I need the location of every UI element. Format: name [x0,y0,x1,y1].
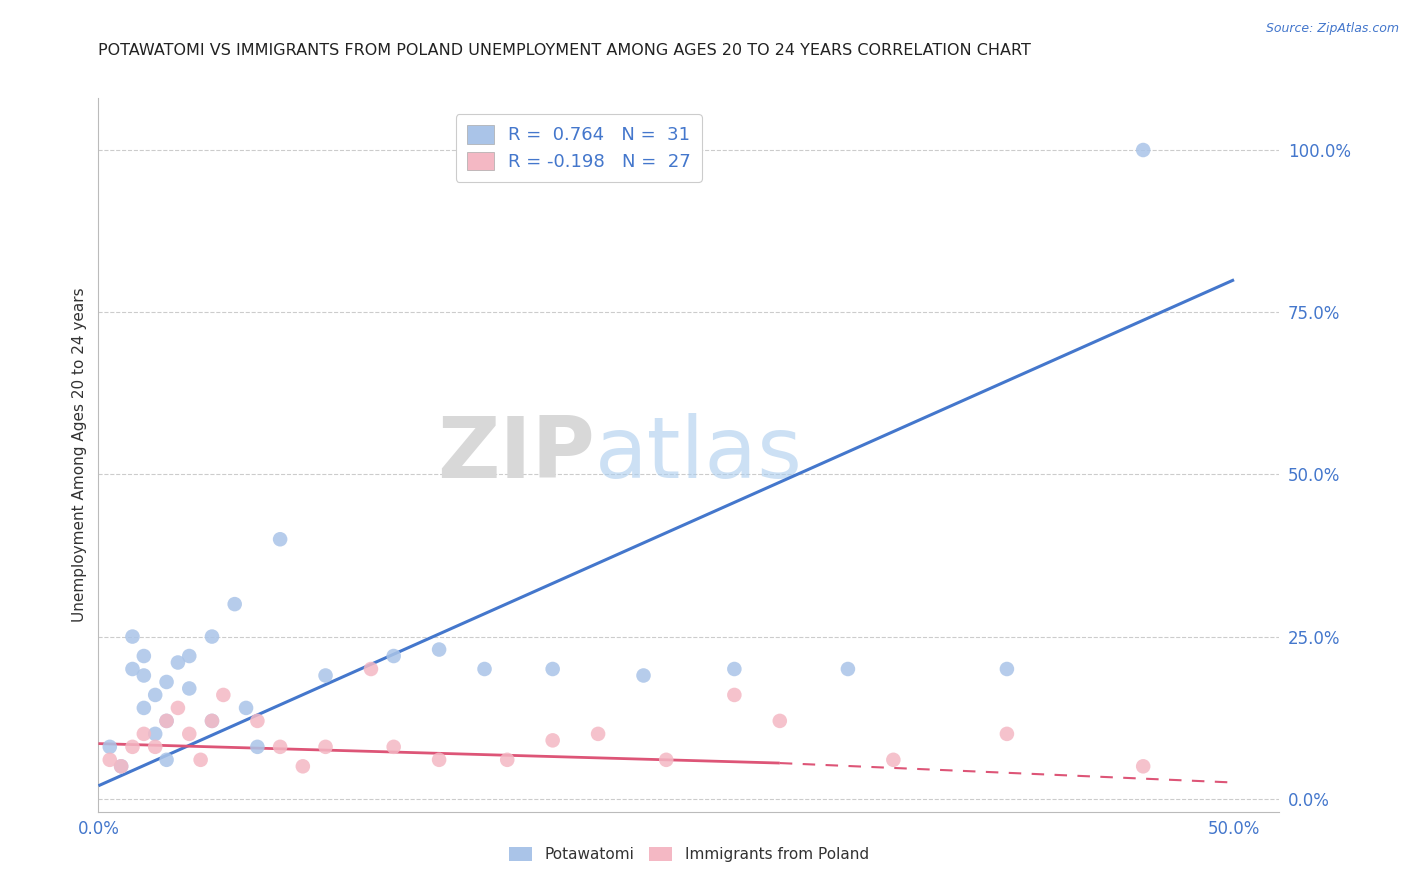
Point [496,753,519,767]
Point [155,675,177,690]
Point [837,662,859,676]
Point [132,668,155,682]
Point [201,630,224,644]
Point [132,701,155,715]
Point [201,714,224,728]
Point [155,714,177,728]
Point [723,688,745,702]
Legend: Potawatomi, Immigrants from Poland: Potawatomi, Immigrants from Poland [503,841,875,868]
Point [1132,759,1154,773]
Point [586,727,609,741]
Point [98,739,121,754]
Point [179,727,201,741]
Point [541,662,564,676]
Point [121,662,143,676]
Text: atlas: atlas [595,413,803,497]
Point [143,727,166,741]
Point [167,701,190,715]
Point [269,739,291,754]
Point [315,668,337,682]
Point [224,597,246,611]
Point [474,662,496,676]
Point [995,662,1018,676]
Point [212,688,235,702]
Point [382,648,405,663]
Point [110,759,132,773]
Point [269,533,291,547]
Point [179,681,201,696]
Point [132,727,155,741]
Point [143,688,166,702]
Point [882,753,904,767]
Point [246,739,269,754]
Point [167,656,190,670]
Text: POTAWATOMI VS IMMIGRANTS FROM POLAND UNEMPLOYMENT AMONG AGES 20 TO 24 YEARS CORR: POTAWATOMI VS IMMIGRANTS FROM POLAND UNE… [98,43,1031,58]
Y-axis label: Unemployment Among Ages 20 to 24 years: Unemployment Among Ages 20 to 24 years [72,287,87,623]
Point [769,714,792,728]
Point [121,630,143,644]
Point [246,714,269,728]
Text: Source: ZipAtlas.com: Source: ZipAtlas.com [1265,22,1399,36]
Point [98,753,121,767]
Point [427,642,450,657]
Point [155,714,177,728]
Point [143,739,166,754]
Point [201,714,224,728]
Point [190,753,212,767]
Point [723,662,745,676]
Point [360,662,382,676]
Point [110,759,132,773]
Point [315,739,337,754]
Point [235,701,257,715]
Text: ZIP: ZIP [437,413,595,497]
Point [541,733,564,747]
Point [1132,143,1154,157]
Point [995,727,1018,741]
Point [179,648,201,663]
Point [382,739,405,754]
Point [155,753,177,767]
Point [121,739,143,754]
Point [291,759,314,773]
Point [427,753,450,767]
Point [655,753,678,767]
Point [132,648,155,663]
Point [633,668,655,682]
